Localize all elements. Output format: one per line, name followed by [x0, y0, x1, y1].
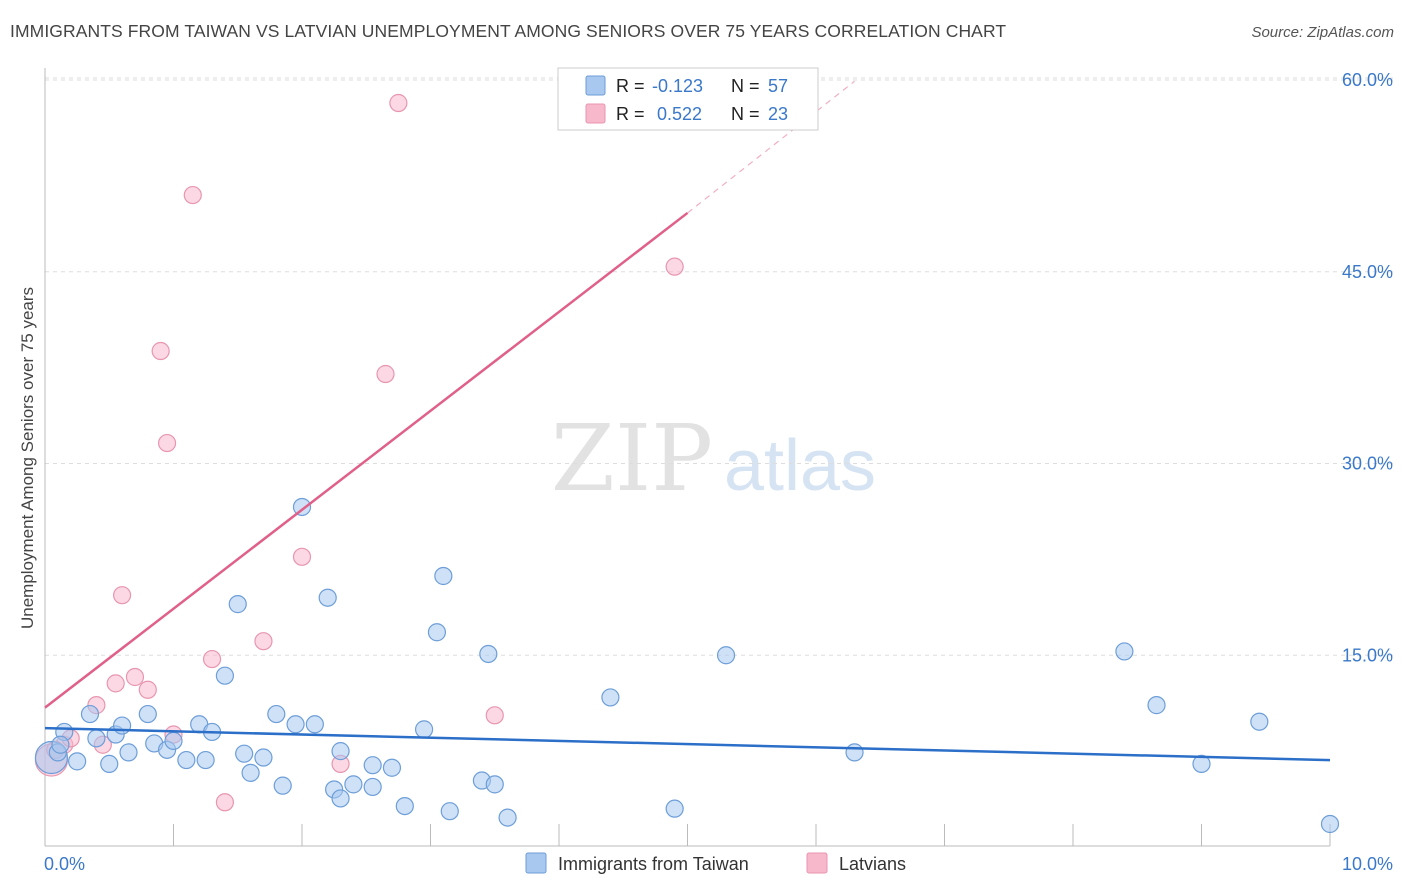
legend-top: R = -0.123 N = 57 R = 0.522 N = 23 [557, 67, 819, 131]
taiwan-points [34, 497, 1340, 834]
taiwan-point [196, 750, 215, 770]
taiwan-point [68, 752, 87, 771]
taiwan-point [331, 789, 350, 808]
taiwan-point [601, 688, 620, 707]
latvians-point [254, 632, 273, 651]
taiwan-point [414, 720, 434, 739]
latvians-point [151, 341, 170, 361]
taiwan-point [241, 763, 260, 782]
grid-layer [45, 77, 1393, 656]
taiwan-point [1192, 754, 1211, 774]
legend-top-swatch-taiwan [585, 75, 606, 96]
y-tick-label: 30.0% [1342, 454, 1393, 474]
latvians-point [485, 706, 504, 725]
taiwan-point [1147, 696, 1166, 715]
taiwan-point [292, 497, 312, 517]
taiwan-point [1320, 814, 1340, 834]
taiwan-point [485, 775, 504, 794]
taiwan-point [112, 716, 132, 735]
taiwan-point [228, 595, 247, 614]
taiwan-point [331, 742, 350, 761]
taiwan-point [286, 715, 305, 734]
taiwan-point [318, 588, 337, 607]
taiwan-point [1250, 712, 1269, 731]
latvians-point [389, 93, 408, 113]
axis-layer: 15.0% 30.0% 45.0% 60.0% 0.0% 10.0% [44, 68, 1393, 874]
latvians-point [292, 547, 312, 566]
legend-top-n-label-0: N = [731, 76, 760, 96]
latvians-point [112, 586, 132, 605]
legend-top-r-label-0: R = [616, 76, 645, 96]
taiwan-point [80, 704, 100, 724]
watermark-zip: ZIP [551, 405, 713, 512]
taiwan-point [382, 758, 402, 777]
latvians-point [138, 680, 157, 699]
chart-title: IMMIGRANTS FROM TAIWAN VS LATVIAN UNEMPL… [10, 21, 1007, 41]
taiwan-point [434, 566, 453, 586]
latvians-point [125, 667, 145, 687]
taiwan-point [440, 802, 459, 821]
legend-top-r-value-0: -0.123 [652, 76, 703, 96]
taiwan-point [51, 735, 70, 754]
y-tick-label: 45.0% [1342, 262, 1393, 282]
taiwan-point [427, 623, 447, 642]
legend-top-n-value-1: 23 [768, 104, 788, 124]
taiwan-point [100, 754, 119, 774]
legend-top-n-label-1: N = [731, 104, 760, 124]
x-tick-label: 0.0% [44, 854, 85, 874]
taiwan-point [267, 704, 286, 724]
source-label: Source: ZipAtlas.com [1251, 24, 1394, 41]
taiwan-point [363, 756, 382, 775]
legend-top-r-value-1: 0.522 [657, 104, 702, 124]
taiwan-point [395, 796, 414, 816]
latvians-trend-extension [687, 80, 855, 214]
latvians-point [215, 793, 234, 812]
watermark-atlas: atlas [724, 426, 876, 506]
taiwan-point [177, 750, 196, 770]
legend-bottom-swatch-latvians [806, 852, 828, 874]
latvians-point [183, 185, 202, 205]
taiwan-point [498, 808, 517, 827]
legend-bottom-label-latvians: Latvians [839, 854, 906, 874]
latvians-trend-line [44, 211, 689, 709]
y-tick-label: 60.0% [1342, 70, 1393, 90]
x-tick-label: 10.0% [1342, 854, 1393, 874]
taiwan-point [665, 799, 684, 818]
taiwan-point [479, 644, 498, 664]
taiwan-point [235, 744, 254, 763]
legend-top-n-value-0: 57 [768, 76, 788, 96]
latvians-point [376, 364, 395, 384]
latvians-point [665, 257, 684, 276]
taiwan-point [138, 704, 157, 724]
latvians-point [106, 674, 125, 693]
y-tick-label: 15.0% [1342, 645, 1393, 665]
latvians-point [202, 649, 222, 669]
legend-bottom-label-taiwan: Immigrants from Taiwan [558, 854, 749, 874]
legend-bottom: Immigrants from Taiwan Latvians [525, 852, 906, 874]
taiwan-point [305, 715, 324, 734]
legend-bottom-swatch-taiwan [525, 852, 547, 874]
taiwan-point [87, 729, 106, 748]
taiwan-point [215, 666, 234, 685]
latvians-point [157, 433, 177, 453]
taiwan-trend-line [44, 726, 1331, 762]
taiwan-point [344, 775, 363, 794]
taiwan-point [164, 731, 183, 750]
taiwan-point [254, 748, 273, 767]
taiwan-point [1115, 642, 1134, 661]
legend-top-swatch-latvians [585, 103, 606, 124]
taiwan-point [716, 646, 736, 665]
trend-layer [44, 80, 1331, 762]
taiwan-point [273, 776, 292, 795]
taiwan-point [845, 743, 864, 762]
legend-top-r-label-1: R = [616, 104, 645, 124]
taiwan-point [119, 743, 138, 762]
taiwan-point [363, 777, 382, 797]
